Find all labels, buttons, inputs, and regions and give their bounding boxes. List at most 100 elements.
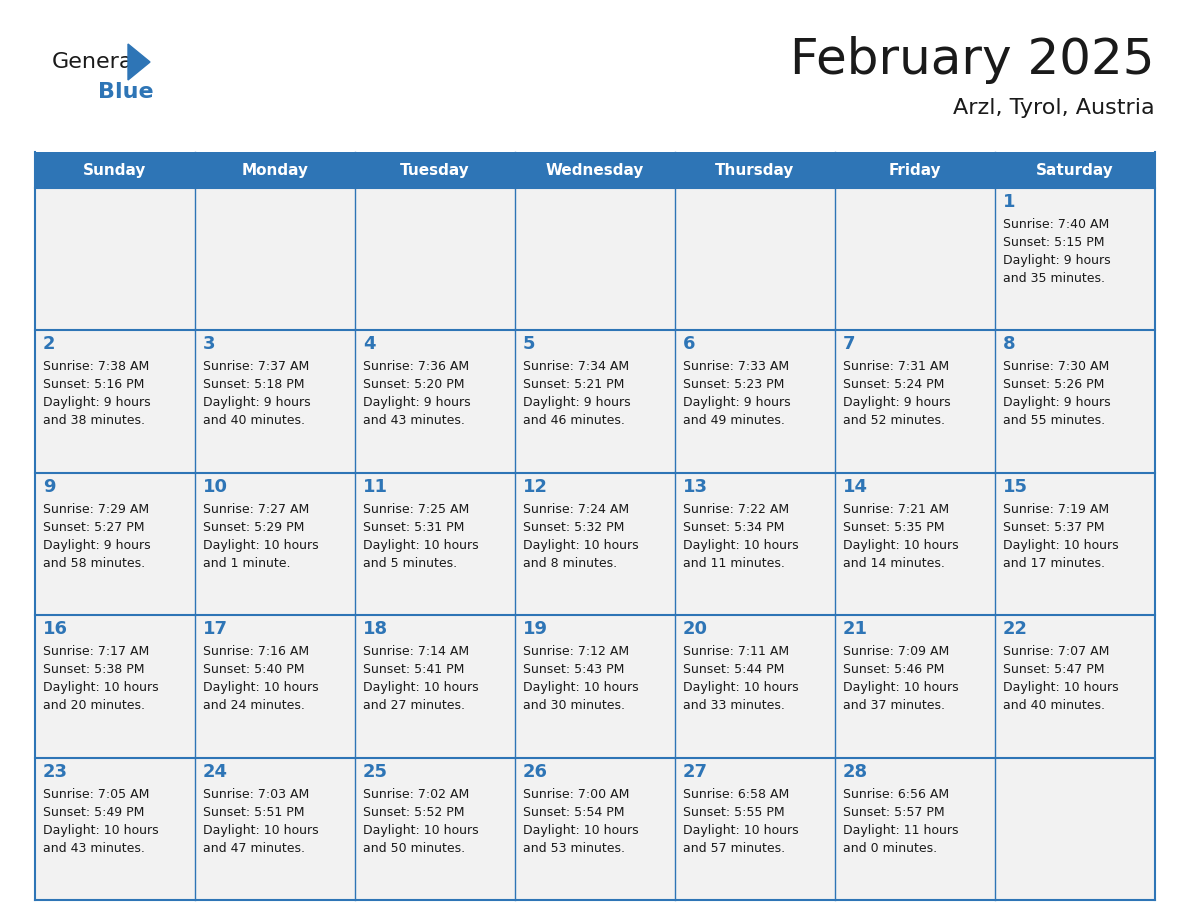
- Text: 17: 17: [203, 621, 228, 638]
- Bar: [675, 757, 835, 900]
- Bar: [996, 473, 1155, 615]
- Bar: [835, 188, 996, 330]
- Text: 6: 6: [683, 335, 695, 353]
- Text: 15: 15: [1003, 477, 1028, 496]
- Text: Sunday: Sunday: [83, 162, 146, 177]
- Text: Sunrise: 7:33 AM
Sunset: 5:23 PM
Daylight: 9 hours
and 49 minutes.: Sunrise: 7:33 AM Sunset: 5:23 PM Dayligh…: [683, 361, 791, 428]
- Text: Blue: Blue: [97, 82, 153, 102]
- Polygon shape: [128, 44, 150, 80]
- Text: Sunrise: 7:38 AM
Sunset: 5:16 PM
Daylight: 9 hours
and 38 minutes.: Sunrise: 7:38 AM Sunset: 5:16 PM Dayligh…: [43, 361, 151, 428]
- Bar: [835, 473, 996, 615]
- Bar: [195, 188, 355, 330]
- Text: Sunrise: 7:22 AM
Sunset: 5:34 PM
Daylight: 10 hours
and 11 minutes.: Sunrise: 7:22 AM Sunset: 5:34 PM Dayligh…: [683, 503, 798, 570]
- Bar: [516, 473, 675, 615]
- Text: 25: 25: [364, 763, 388, 780]
- Bar: [34, 615, 195, 757]
- Bar: [195, 473, 355, 615]
- Text: Monday: Monday: [241, 162, 309, 177]
- Text: Sunrise: 7:11 AM
Sunset: 5:44 PM
Daylight: 10 hours
and 33 minutes.: Sunrise: 7:11 AM Sunset: 5:44 PM Dayligh…: [683, 645, 798, 712]
- Bar: [996, 757, 1155, 900]
- Text: Sunrise: 7:17 AM
Sunset: 5:38 PM
Daylight: 10 hours
and 20 minutes.: Sunrise: 7:17 AM Sunset: 5:38 PM Dayligh…: [43, 645, 159, 712]
- Bar: [195, 757, 355, 900]
- Text: Sunrise: 7:19 AM
Sunset: 5:37 PM
Daylight: 10 hours
and 17 minutes.: Sunrise: 7:19 AM Sunset: 5:37 PM Dayligh…: [1003, 503, 1119, 570]
- Text: 12: 12: [523, 477, 548, 496]
- Bar: [675, 615, 835, 757]
- Bar: [34, 473, 195, 615]
- Text: Sunrise: 7:02 AM
Sunset: 5:52 PM
Daylight: 10 hours
and 50 minutes.: Sunrise: 7:02 AM Sunset: 5:52 PM Dayligh…: [364, 788, 479, 855]
- Text: 8: 8: [1003, 335, 1016, 353]
- Text: Thursday: Thursday: [715, 162, 795, 177]
- Text: Sunrise: 7:36 AM
Sunset: 5:20 PM
Daylight: 9 hours
and 43 minutes.: Sunrise: 7:36 AM Sunset: 5:20 PM Dayligh…: [364, 361, 470, 428]
- Bar: [516, 330, 675, 473]
- Text: 23: 23: [43, 763, 68, 780]
- Text: Sunrise: 7:14 AM
Sunset: 5:41 PM
Daylight: 10 hours
and 27 minutes.: Sunrise: 7:14 AM Sunset: 5:41 PM Dayligh…: [364, 645, 479, 712]
- Text: Sunrise: 7:37 AM
Sunset: 5:18 PM
Daylight: 9 hours
and 40 minutes.: Sunrise: 7:37 AM Sunset: 5:18 PM Dayligh…: [203, 361, 310, 428]
- Bar: [195, 330, 355, 473]
- Bar: [195, 615, 355, 757]
- Text: 16: 16: [43, 621, 68, 638]
- Text: 3: 3: [203, 335, 215, 353]
- Text: 10: 10: [203, 477, 228, 496]
- Text: 18: 18: [364, 621, 388, 638]
- Text: Sunrise: 7:05 AM
Sunset: 5:49 PM
Daylight: 10 hours
and 43 minutes.: Sunrise: 7:05 AM Sunset: 5:49 PM Dayligh…: [43, 788, 159, 855]
- Text: Friday: Friday: [889, 162, 941, 177]
- Text: Arzl, Tyrol, Austria: Arzl, Tyrol, Austria: [954, 98, 1155, 118]
- Text: Sunrise: 7:30 AM
Sunset: 5:26 PM
Daylight: 9 hours
and 55 minutes.: Sunrise: 7:30 AM Sunset: 5:26 PM Dayligh…: [1003, 361, 1111, 428]
- Text: Sunrise: 7:03 AM
Sunset: 5:51 PM
Daylight: 10 hours
and 47 minutes.: Sunrise: 7:03 AM Sunset: 5:51 PM Dayligh…: [203, 788, 318, 855]
- Bar: [34, 152, 1155, 188]
- Text: 21: 21: [843, 621, 868, 638]
- Text: 26: 26: [523, 763, 548, 780]
- Text: February 2025: February 2025: [790, 36, 1155, 84]
- Text: Sunrise: 7:00 AM
Sunset: 5:54 PM
Daylight: 10 hours
and 53 minutes.: Sunrise: 7:00 AM Sunset: 5:54 PM Dayligh…: [523, 788, 639, 855]
- Text: 2: 2: [43, 335, 56, 353]
- Bar: [516, 757, 675, 900]
- Bar: [835, 615, 996, 757]
- Bar: [996, 188, 1155, 330]
- Text: Sunrise: 7:27 AM
Sunset: 5:29 PM
Daylight: 10 hours
and 1 minute.: Sunrise: 7:27 AM Sunset: 5:29 PM Dayligh…: [203, 503, 318, 570]
- Text: 14: 14: [843, 477, 868, 496]
- Text: Wednesday: Wednesday: [545, 162, 644, 177]
- Text: Sunrise: 7:25 AM
Sunset: 5:31 PM
Daylight: 10 hours
and 5 minutes.: Sunrise: 7:25 AM Sunset: 5:31 PM Dayligh…: [364, 503, 479, 570]
- Text: 27: 27: [683, 763, 708, 780]
- Text: Sunrise: 7:21 AM
Sunset: 5:35 PM
Daylight: 10 hours
and 14 minutes.: Sunrise: 7:21 AM Sunset: 5:35 PM Dayligh…: [843, 503, 959, 570]
- Text: 19: 19: [523, 621, 548, 638]
- Bar: [355, 757, 516, 900]
- Bar: [675, 473, 835, 615]
- Bar: [34, 757, 195, 900]
- Bar: [835, 757, 996, 900]
- Text: 11: 11: [364, 477, 388, 496]
- Text: Sunrise: 7:09 AM
Sunset: 5:46 PM
Daylight: 10 hours
and 37 minutes.: Sunrise: 7:09 AM Sunset: 5:46 PM Dayligh…: [843, 645, 959, 712]
- Text: 24: 24: [203, 763, 228, 780]
- Bar: [355, 473, 516, 615]
- Text: General: General: [52, 52, 140, 72]
- Text: 20: 20: [683, 621, 708, 638]
- Bar: [996, 615, 1155, 757]
- Text: 1: 1: [1003, 193, 1016, 211]
- Bar: [355, 188, 516, 330]
- Text: Sunrise: 6:56 AM
Sunset: 5:57 PM
Daylight: 11 hours
and 0 minutes.: Sunrise: 6:56 AM Sunset: 5:57 PM Dayligh…: [843, 788, 959, 855]
- Text: Sunrise: 7:34 AM
Sunset: 5:21 PM
Daylight: 9 hours
and 46 minutes.: Sunrise: 7:34 AM Sunset: 5:21 PM Dayligh…: [523, 361, 631, 428]
- Bar: [34, 188, 195, 330]
- Text: Sunrise: 6:58 AM
Sunset: 5:55 PM
Daylight: 10 hours
and 57 minutes.: Sunrise: 6:58 AM Sunset: 5:55 PM Dayligh…: [683, 788, 798, 855]
- Text: 4: 4: [364, 335, 375, 353]
- Text: 7: 7: [843, 335, 855, 353]
- Text: 9: 9: [43, 477, 56, 496]
- Bar: [516, 188, 675, 330]
- Text: Sunrise: 7:12 AM
Sunset: 5:43 PM
Daylight: 10 hours
and 30 minutes.: Sunrise: 7:12 AM Sunset: 5:43 PM Dayligh…: [523, 645, 639, 712]
- Text: Sunrise: 7:31 AM
Sunset: 5:24 PM
Daylight: 9 hours
and 52 minutes.: Sunrise: 7:31 AM Sunset: 5:24 PM Dayligh…: [843, 361, 950, 428]
- Text: 13: 13: [683, 477, 708, 496]
- Bar: [355, 330, 516, 473]
- Bar: [516, 615, 675, 757]
- Text: Sunrise: 7:16 AM
Sunset: 5:40 PM
Daylight: 10 hours
and 24 minutes.: Sunrise: 7:16 AM Sunset: 5:40 PM Dayligh…: [203, 645, 318, 712]
- Text: Sunrise: 7:07 AM
Sunset: 5:47 PM
Daylight: 10 hours
and 40 minutes.: Sunrise: 7:07 AM Sunset: 5:47 PM Dayligh…: [1003, 645, 1119, 712]
- Bar: [355, 615, 516, 757]
- Bar: [835, 330, 996, 473]
- Bar: [34, 330, 195, 473]
- Bar: [675, 330, 835, 473]
- Text: Sunrise: 7:29 AM
Sunset: 5:27 PM
Daylight: 9 hours
and 58 minutes.: Sunrise: 7:29 AM Sunset: 5:27 PM Dayligh…: [43, 503, 151, 570]
- Text: 22: 22: [1003, 621, 1028, 638]
- Text: Tuesday: Tuesday: [400, 162, 470, 177]
- Text: 5: 5: [523, 335, 536, 353]
- Bar: [675, 188, 835, 330]
- Text: Sunrise: 7:40 AM
Sunset: 5:15 PM
Daylight: 9 hours
and 35 minutes.: Sunrise: 7:40 AM Sunset: 5:15 PM Dayligh…: [1003, 218, 1111, 285]
